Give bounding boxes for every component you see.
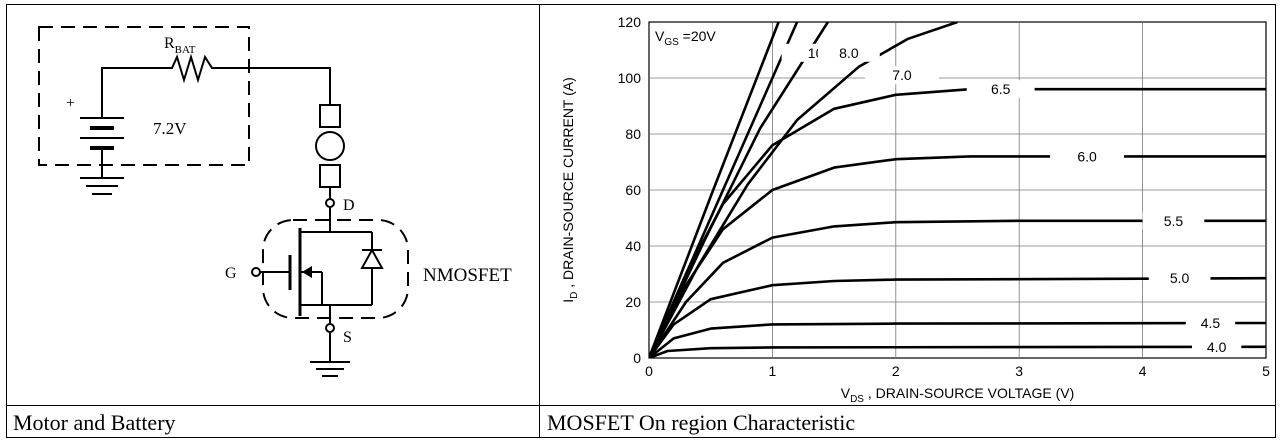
- gate-label: G: [225, 265, 237, 282]
- motor-brush-top: [319, 104, 341, 128]
- mosfet-chart: 0 1 2 3 4 5 0 20 40 60 80 100 120 1 0 8.0 7.0 6.5 6.0 5.5 5…: [560, 14, 1270, 404]
- y-tick-label: 100: [618, 70, 642, 86]
- source-terminal: [325, 323, 335, 333]
- series-label-bg: [1050, 147, 1125, 166]
- series-label-bg: [818, 43, 880, 62]
- battery-voltage-label: 7.2V: [153, 119, 187, 138]
- series-line-5-5: [649, 219, 1266, 358]
- series-label-8-0: 8.0: [839, 45, 859, 61]
- resistor-symbol: [101, 53, 331, 110]
- caption-motor-battery: Motor and Battery: [13, 410, 176, 435]
- y-tick-label: 80: [625, 126, 641, 142]
- row-divider: [7, 405, 1275, 406]
- series-label-bg: [1191, 337, 1242, 356]
- series-label-7-0: 7.0: [892, 67, 912, 83]
- y-tick-label: 120: [618, 14, 642, 30]
- series-label-bg: [1185, 314, 1236, 332]
- series-line-6-5: [649, 87, 1266, 358]
- x-tick-label: 4: [1139, 363, 1147, 379]
- series-label-6-5: 6.5: [991, 81, 1011, 97]
- series-line-6-0: [649, 155, 1266, 358]
- drain-label: D: [343, 197, 355, 214]
- y-tick-label: 60: [625, 182, 641, 198]
- caption-mosfet-characteristic: MOSFET On region Characteristic: [547, 410, 856, 435]
- y-tick-label: 40: [625, 238, 641, 254]
- drain-terminal: [325, 198, 335, 208]
- series-label-vgs-20v: VGS =20V: [655, 28, 716, 48]
- x-axis-label: VDS , DRAIN-SOURCE VOLTAGE (V): [841, 385, 1075, 404]
- motor-brush-bottom: [319, 164, 341, 188]
- mosfet-enclosure: [262, 219, 409, 319]
- series-line-5-0: [649, 276, 1266, 358]
- gate-terminal: [251, 267, 261, 277]
- series-line-8-0: [649, 22, 829, 358]
- x-tick-label: 1: [769, 363, 777, 379]
- y-tick-label: 0: [633, 350, 641, 366]
- resistor-label: RBAT: [164, 35, 196, 56]
- series-label-bg: [966, 80, 1035, 99]
- mosfet-label: NMOSFET: [423, 265, 512, 286]
- series-label-4-5: 4.5: [1201, 315, 1221, 331]
- chart-grid: [648, 21, 1267, 359]
- chart-curves: [649, 22, 1266, 358]
- gate-arrow: [302, 266, 312, 278]
- series-line-4-5: [649, 321, 1266, 358]
- body-diode: [360, 247, 384, 269]
- x-tick-label: 3: [1015, 363, 1023, 379]
- x-tick-label: 0: [645, 363, 653, 379]
- series-label-6-0: 6.0: [1077, 148, 1097, 164]
- series-label-bg: [1148, 269, 1211, 288]
- y-tick-label: 20: [625, 294, 641, 310]
- y-axis-label: ID , DRAIN-SOURCE CURRENT (A): [560, 77, 580, 303]
- series-label-bg: [1142, 211, 1205, 230]
- series-label-5-5: 5.5: [1164, 213, 1184, 229]
- battery-enclosure: [38, 26, 250, 166]
- x-tick-label: 2: [892, 363, 900, 379]
- battery-plus-label: +: [66, 95, 75, 112]
- chart-ticks: 0 1 2 3 4 5 0 20 40 60 80 100 120: [618, 14, 1270, 379]
- circuit-diagram: RBAT + 7.2V D G S NMOSFET: [38, 26, 512, 377]
- series-label-bg: [864, 66, 939, 85]
- series-label-4-0: 4.0: [1207, 339, 1227, 355]
- source-label: S: [343, 329, 352, 346]
- column-divider: [539, 5, 540, 437]
- x-tick-label: 5: [1262, 363, 1270, 379]
- figure-table: Motor and Battery MOSFET On region Chara…: [6, 4, 1276, 438]
- series-line-V-GS-20V: [649, 22, 780, 358]
- vgs-label-bg: [652, 25, 724, 47]
- motor-symbol: [315, 131, 345, 161]
- series-label-5-0: 5.0: [1170, 270, 1190, 286]
- series-line-4-0: [649, 345, 1266, 358]
